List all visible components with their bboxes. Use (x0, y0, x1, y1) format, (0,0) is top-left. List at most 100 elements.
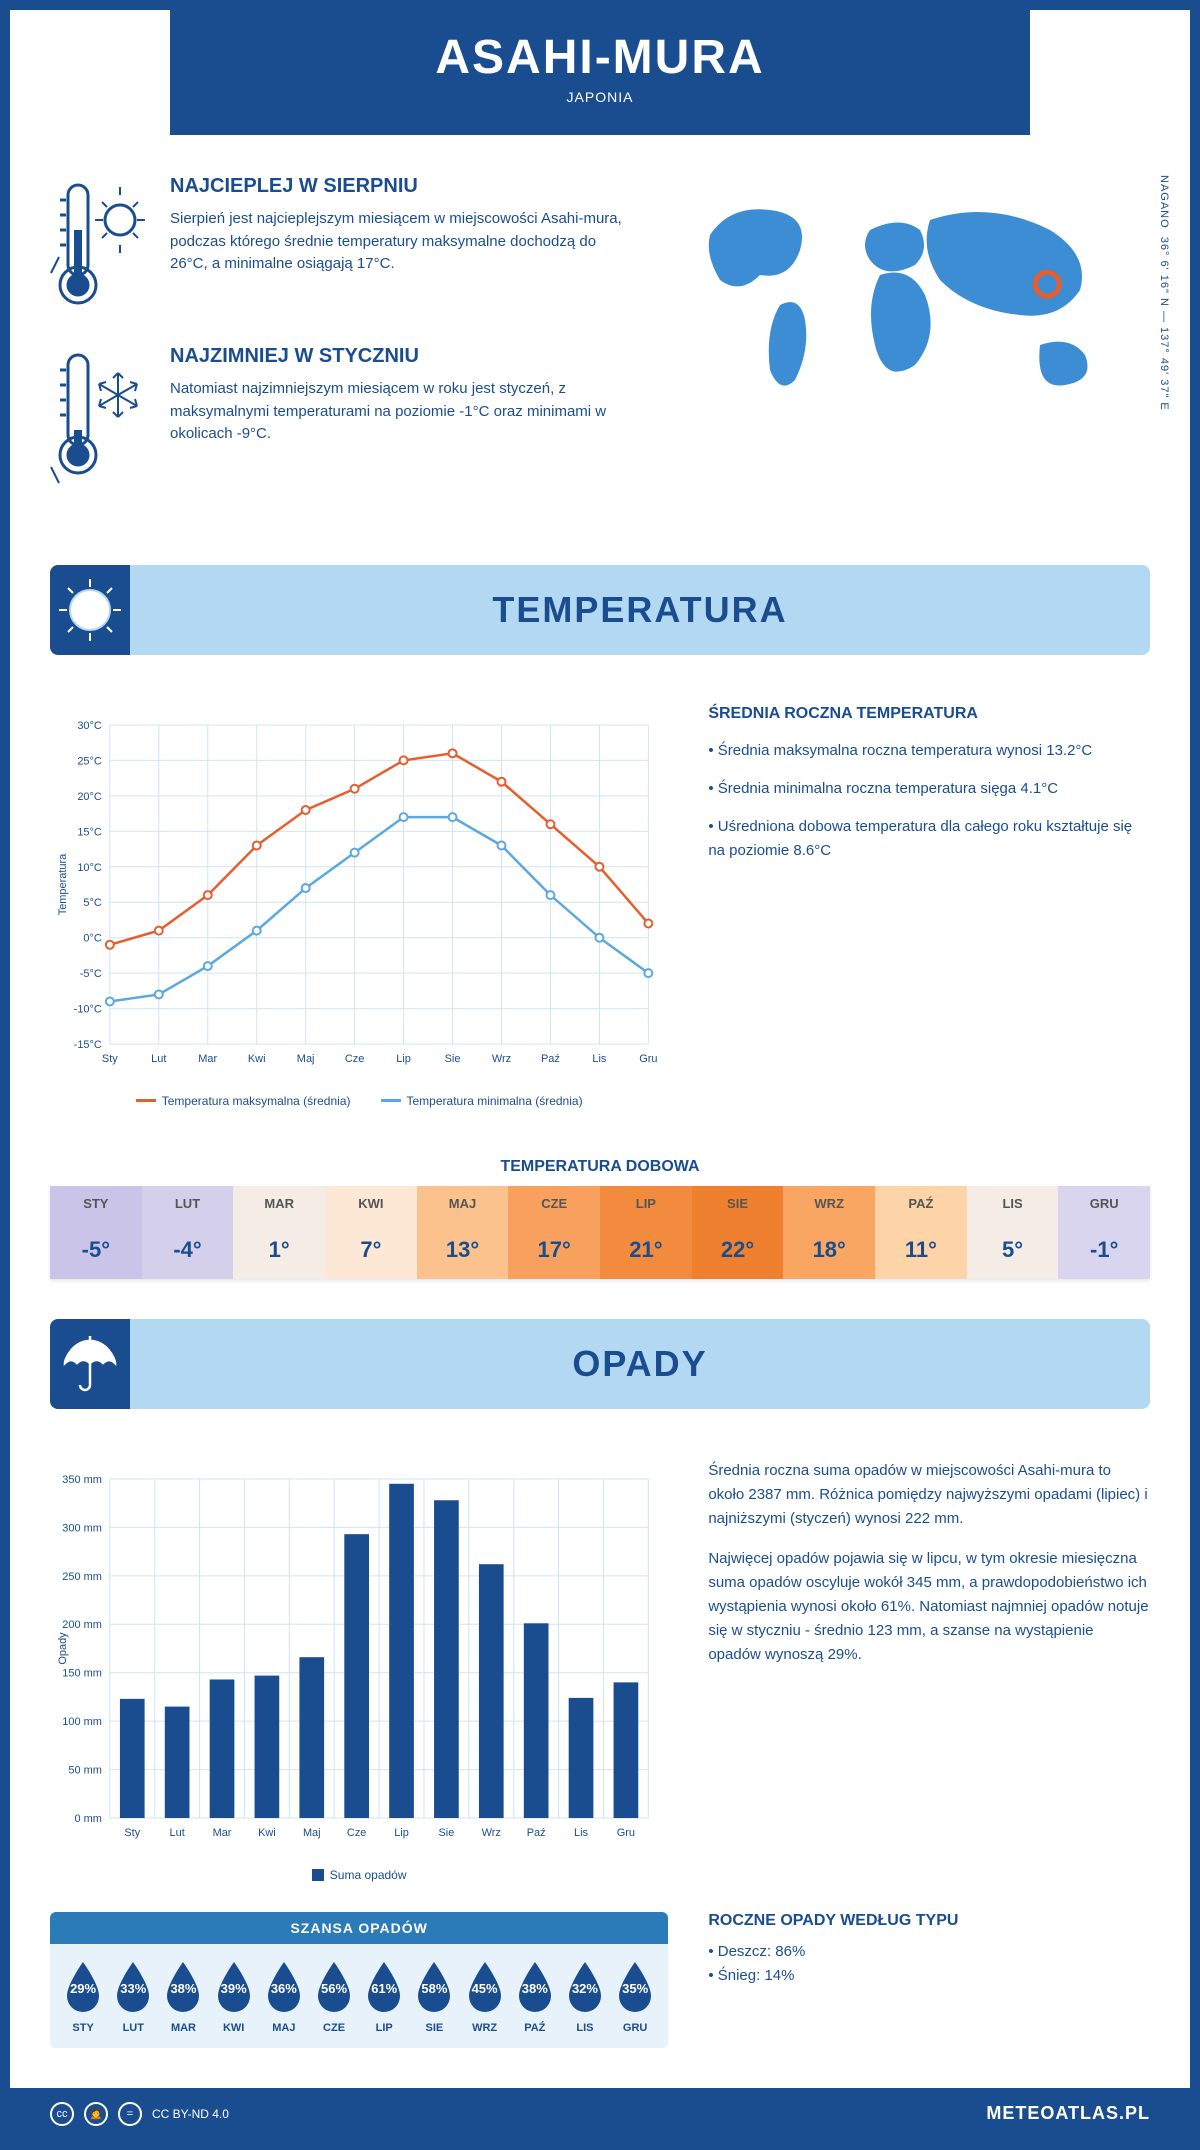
svg-text:Lis: Lis (592, 1053, 607, 1065)
temp-section-header: TEMPERATURA (50, 565, 1150, 655)
chance-cell: 38%MAR (158, 1958, 208, 2034)
svg-text:Kwi: Kwi (248, 1053, 266, 1065)
temp-chart: -15°C-10°C-5°C0°C5°C10°C15°C20°C25°C30°C… (50, 705, 668, 1108)
svg-text:-10°C: -10°C (74, 1004, 102, 1016)
drop-icon: 39% (210, 1958, 258, 2016)
svg-text:Lip: Lip (396, 1053, 411, 1065)
svg-text:15°C: 15°C (77, 826, 102, 838)
hot-text: NAJCIEPLEJ W SIERPNIU Sierpień jest najc… (170, 175, 630, 315)
svg-text:Lis: Lis (574, 1827, 589, 1839)
svg-text:Maj: Maj (297, 1053, 315, 1065)
svg-text:350 mm: 350 mm (62, 1474, 102, 1486)
svg-text:Gru: Gru (617, 1827, 635, 1839)
svg-text:Cze: Cze (347, 1827, 366, 1839)
sun-icon (50, 565, 130, 655)
daily-cell: SIE22° (692, 1186, 784, 1279)
header-wrap: ASAHI-MURA JAPONIA (10, 10, 1190, 135)
svg-text:50 mm: 50 mm (68, 1765, 101, 1777)
hot-title: NAJCIEPLEJ W SIERPNIU (170, 175, 630, 198)
daily-title: TEMPERATURA DOBOWA (10, 1158, 1190, 1176)
daily-cell: LIS5° (967, 1186, 1059, 1279)
thermometer-hot-icon (50, 175, 150, 315)
daily-cell: GRU-1° (1058, 1186, 1150, 1279)
type-line: • Deszcz: 86% (708, 1940, 1150, 1964)
daily-cell: LUT-4° (142, 1186, 234, 1279)
hot-desc: Sierpień jest najcieplejszym miesiącem w… (170, 208, 630, 276)
svg-text:Opady: Opady (57, 1632, 69, 1665)
daily-grid: STY-5°LUT-4°MAR1°KWI7°MAJ13°CZE17°LIP21°… (50, 1186, 1150, 1279)
cold-title: NAJZIMNIEJ W STYCZNIU (170, 345, 630, 368)
header: ASAHI-MURA JAPONIA (170, 10, 1030, 135)
umbrella-icon (50, 1319, 130, 1409)
chance-box: SZANSA OPADÓW 29%STY33%LUT38%MAR39%KWI36… (50, 1912, 668, 2048)
precip-title: OPADY (130, 1343, 1150, 1385)
svg-text:Kwi: Kwi (258, 1827, 276, 1839)
intro-left: NAJCIEPLEJ W SIERPNIU Sierpień jest najc… (50, 175, 630, 515)
drop-icon: 32% (561, 1958, 609, 2016)
footer-left: cc 🙍 = CC BY-ND 4.0 (50, 2102, 229, 2126)
page: ASAHI-MURA JAPONIA NAJCIEPLEJ W SIERPNIU… (0, 0, 1200, 2150)
license-text: CC BY-ND 4.0 (152, 2107, 229, 2121)
svg-text:100 mm: 100 mm (62, 1716, 102, 1728)
temp-info-line: • Średnia minimalna roczna temperatura s… (708, 777, 1150, 801)
svg-text:200 mm: 200 mm (62, 1619, 102, 1631)
precip-legend: Suma opadów (50, 1868, 668, 1882)
thermometer-cold-icon (50, 345, 150, 485)
temp-info: ŚREDNIA ROCZNA TEMPERATURA • Średnia mak… (708, 705, 1150, 1108)
svg-text:250 mm: 250 mm (62, 1571, 102, 1583)
legend-max: Temperatura maksymalna (średnia) (136, 1094, 351, 1108)
svg-text:300 mm: 300 mm (62, 1522, 102, 1534)
map-box: NAGANO 36° 6' 16" N — 137° 49' 37" E (670, 175, 1150, 515)
temp-info-line: • Średnia maksymalna roczna temperatura … (708, 739, 1150, 763)
svg-text:Lip: Lip (394, 1827, 409, 1839)
temp-chart-svg: -15°C-10°C-5°C0°C5°C10°C15°C20°C25°C30°C… (50, 705, 668, 1084)
type-title: ROCZNE OPADY WEDŁUG TYPU (708, 1912, 1150, 1930)
svg-text:20°C: 20°C (77, 791, 102, 803)
cc-icon: cc (50, 2102, 74, 2126)
svg-text:Temperatura: Temperatura (57, 853, 69, 915)
chance-cell: 32%LIS (560, 1958, 610, 2034)
daily-cell: WRZ18° (783, 1186, 875, 1279)
daily-cell: MAJ13° (417, 1186, 509, 1279)
drop-icon: 45% (461, 1958, 509, 2016)
precip-chart: 0 mm 50 mm 100 mm 150 mm 200 mm 250 mm 300 mm 3… (50, 1459, 668, 1882)
daily-cell: CZE17° (508, 1186, 600, 1279)
cold-block: NAJZIMNIEJ W STYCZNIU Natomiast najzimni… (50, 345, 630, 485)
cold-text: NAJZIMNIEJ W STYCZNIU Natomiast najzimni… (170, 345, 630, 485)
svg-text:Maj: Maj (303, 1827, 321, 1839)
chance-cell: 61%LIP (359, 1958, 409, 2034)
svg-text:Mar: Mar (198, 1053, 217, 1065)
legend-precip: Suma opadów (312, 1868, 407, 1882)
svg-text:30°C: 30°C (77, 720, 102, 732)
drop-icon: 36% (260, 1958, 308, 2016)
chance-cell: 35%GRU (610, 1958, 660, 2034)
svg-text:0 mm: 0 mm (74, 1813, 101, 1825)
svg-text:-15°C: -15°C (74, 1039, 102, 1051)
chance-cell: 45%WRZ (460, 1958, 510, 2034)
temp-content: -15°C-10°C-5°C0°C5°C10°C15°C20°C25°C30°C… (10, 675, 1190, 1138)
drop-icon: 38% (159, 1958, 207, 2016)
precip-p2: Najwięcej opadów pojawia się w lipcu, w … (708, 1547, 1150, 1667)
svg-text:25°C: 25°C (77, 755, 102, 767)
svg-text:Sie: Sie (445, 1053, 461, 1065)
daily-cell: MAR1° (233, 1186, 325, 1279)
type-line: • Śnieg: 14% (708, 1964, 1150, 1988)
type-box: ROCZNE OPADY WEDŁUG TYPU • Deszcz: 86%• … (708, 1912, 1150, 2048)
svg-text:Lut: Lut (170, 1827, 185, 1839)
svg-text:5°C: 5°C (83, 897, 101, 909)
svg-text:Cze: Cze (345, 1053, 365, 1065)
precip-section-header: OPADY (50, 1319, 1150, 1409)
precip-content: 0 mm 50 mm 100 mm 150 mm 200 mm 250 mm 300 mm 3… (10, 1429, 1190, 1912)
drop-icon: 38% (511, 1958, 559, 2016)
svg-text:-5°C: -5°C (80, 968, 102, 980)
drop-icon: 29% (59, 1958, 107, 2016)
svg-text:150 mm: 150 mm (62, 1668, 102, 1680)
drop-icon: 58% (410, 1958, 458, 2016)
svg-text:Gru: Gru (639, 1053, 657, 1065)
cold-desc: Natomiast najzimniejszym miesiącem w rok… (170, 378, 630, 446)
hot-block: NAJCIEPLEJ W SIERPNIU Sierpień jest najc… (50, 175, 630, 315)
drop-icon: 56% (310, 1958, 358, 2016)
coords: NAGANO 36° 6' 16" N — 137° 49' 37" E (1158, 175, 1170, 411)
chance-cell: 58%SIE (409, 1958, 459, 2034)
chance-cell: 56%CZE (309, 1958, 359, 2034)
